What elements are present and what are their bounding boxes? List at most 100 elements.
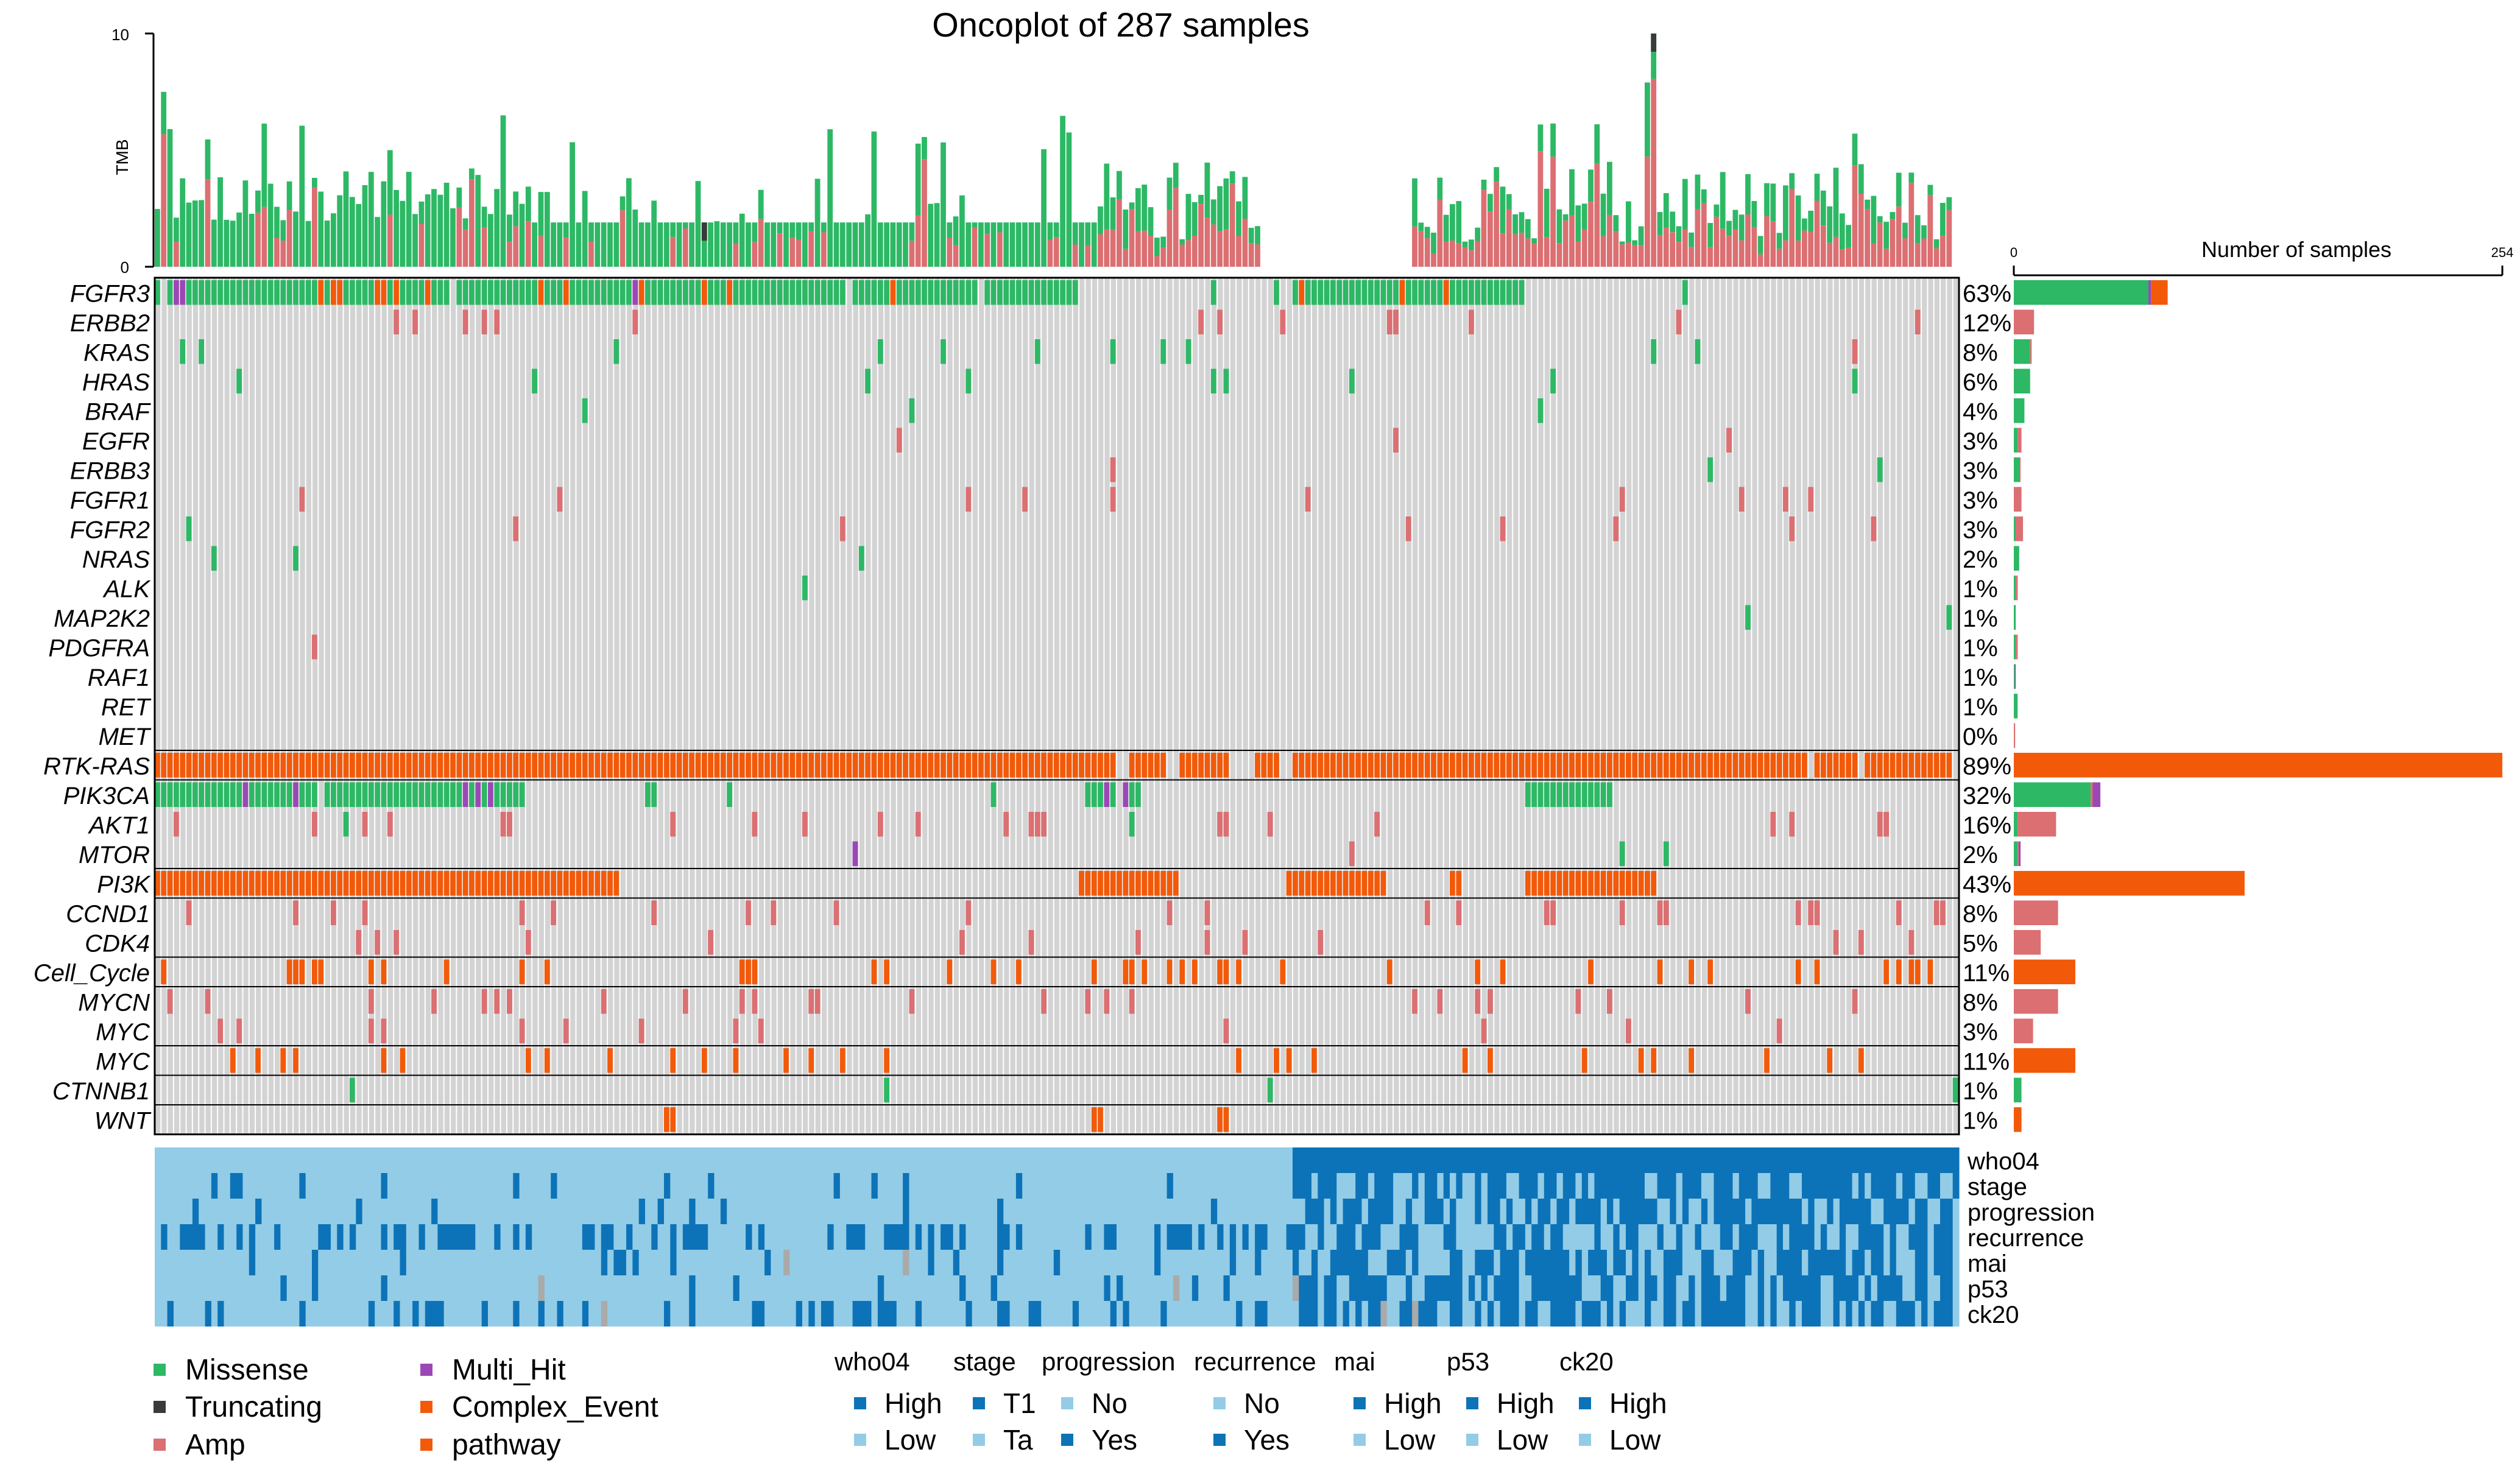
clinical-cell	[1651, 1275, 1658, 1301]
clinical-cell	[1689, 1301, 1696, 1327]
clinical-cell	[1085, 1224, 1092, 1250]
clinical-cell	[1707, 1173, 1715, 1199]
clinical-cell	[1405, 1199, 1413, 1224]
clinical-cell	[915, 1199, 922, 1224]
clinical-cell	[507, 1224, 514, 1250]
tmb-bar	[1852, 133, 1858, 166]
tmb-bar	[689, 222, 694, 267]
clinical-cell	[1022, 1147, 1029, 1173]
clinical-cell	[947, 1250, 954, 1275]
clinical-cell	[443, 1147, 451, 1173]
clinical-cell	[1663, 1147, 1670, 1173]
tmb-bar-amp	[1431, 253, 1436, 267]
clinical-cell	[827, 1199, 835, 1224]
cell-amp	[1676, 309, 1682, 334]
cell-missense	[871, 280, 877, 305]
clinical-legend-swatch	[1061, 1397, 1073, 1409]
clinical-cell	[1091, 1250, 1098, 1275]
clinical-cell	[469, 1275, 476, 1301]
clinical-cell	[752, 1199, 759, 1224]
tmb-bar-amp	[1418, 231, 1424, 267]
cell-missense	[1537, 398, 1544, 423]
clinical-cell	[312, 1147, 319, 1173]
cell-pathway	[368, 959, 374, 984]
clinical-cell	[1217, 1173, 1224, 1199]
cell-pathway	[462, 753, 468, 778]
clinical-cell	[1946, 1250, 1954, 1275]
tmb-bar	[953, 216, 959, 245]
cell-pathway	[814, 753, 821, 778]
cell-missense	[1386, 280, 1392, 305]
clinical-cell	[1274, 1199, 1280, 1224]
clinical-cell	[922, 1275, 928, 1301]
clinical-cell	[953, 1250, 960, 1275]
clinical-cell	[437, 1147, 445, 1173]
clinical-cell	[192, 1275, 199, 1301]
clinical-cell	[1952, 1275, 1960, 1301]
cell-amp	[368, 1018, 374, 1043]
clinical-cell	[934, 1147, 941, 1173]
cell-missense	[525, 280, 531, 305]
clinical-cell	[1261, 1250, 1268, 1275]
clinical-cell	[1714, 1275, 1721, 1301]
cell-missense	[174, 782, 179, 807]
clinical-cell	[1600, 1250, 1608, 1275]
clinical-cell	[1865, 1173, 1872, 1199]
cell-pathway	[412, 753, 418, 778]
cell-missense	[670, 280, 676, 305]
clinical-cell	[695, 1301, 702, 1327]
clinical-cell	[1066, 1224, 1073, 1250]
clinical-cell	[796, 1250, 803, 1275]
clinical-cell	[481, 1301, 489, 1327]
clinical-cell	[1160, 1250, 1168, 1275]
gene-percent: 11%	[1963, 1048, 2010, 1075]
clinical-cell	[525, 1147, 532, 1173]
cell-pathway	[607, 871, 613, 896]
cell-missense	[406, 782, 412, 807]
count-bar-amp	[2015, 516, 2024, 541]
cell-missense	[613, 280, 619, 305]
count-bar-amp	[2014, 723, 2016, 748]
clinical-cell	[1776, 1301, 1784, 1327]
cell-missense	[1519, 280, 1525, 305]
clinical-legend-title: progression	[1042, 1347, 1175, 1376]
clinical-cell	[814, 1275, 822, 1301]
clinical-cell	[1469, 1147, 1475, 1173]
cell-missense	[1469, 280, 1474, 305]
clinical-cell	[494, 1250, 501, 1275]
tmb-bar-amp	[984, 234, 990, 267]
clinical-cell	[1581, 1224, 1589, 1250]
cell-pathway	[186, 753, 192, 778]
clinical-cell	[871, 1275, 878, 1301]
gene-label: PDGFRA	[48, 635, 150, 661]
tmb-bar	[1179, 239, 1185, 245]
cell-pathway	[437, 871, 443, 896]
clinical-cell	[1015, 1301, 1023, 1327]
clinical-cell	[1820, 1250, 1827, 1275]
clinical-cell	[1865, 1275, 1872, 1301]
clinical-cell	[488, 1301, 495, 1327]
clinical-cell	[1229, 1275, 1237, 1301]
clinical-cell	[1349, 1173, 1356, 1199]
clinical-cell	[1393, 1224, 1400, 1250]
clinical-cell	[1726, 1250, 1733, 1275]
cell-pathway	[1261, 753, 1267, 778]
cell-amp	[1217, 309, 1223, 334]
cell-pathway	[1738, 753, 1745, 778]
cell-missense	[211, 280, 217, 305]
cell-pathway	[525, 871, 531, 896]
clinical-cell	[431, 1173, 438, 1199]
clinical-legend-level: High	[1384, 1387, 1442, 1419]
cell-missense	[431, 782, 437, 807]
clinical-cell	[1481, 1199, 1488, 1224]
clinical-cell	[186, 1147, 193, 1173]
cell-pathway	[255, 753, 261, 778]
clinical-cell	[1236, 1250, 1243, 1275]
tmb-bar	[1575, 205, 1581, 242]
clinical-cell	[1676, 1199, 1683, 1224]
clinical-cell	[821, 1275, 828, 1301]
clinical-cell	[1066, 1173, 1073, 1199]
clinical-cell	[771, 1250, 778, 1275]
clinical-cell	[387, 1275, 394, 1301]
clinical-cell	[1009, 1224, 1017, 1250]
